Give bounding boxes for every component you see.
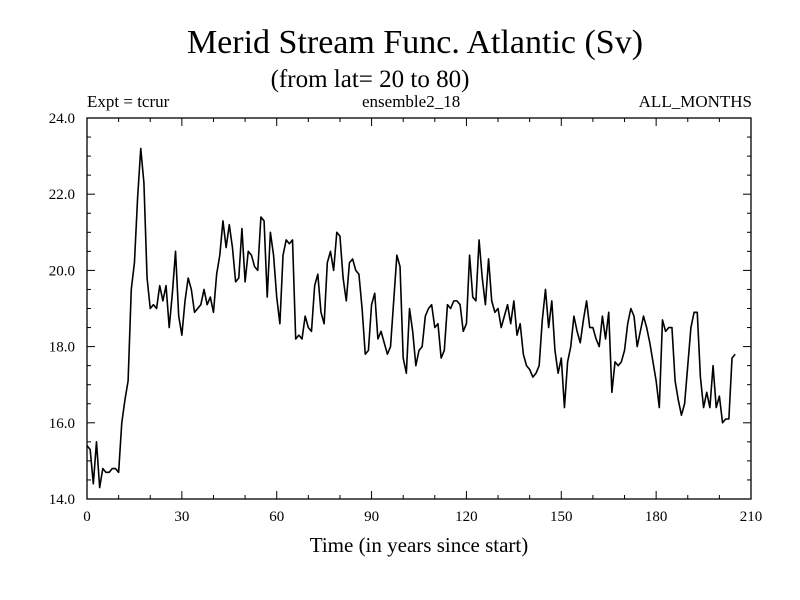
chart-title: Merid Stream Func. Atlantic (Sv) <box>186 24 644 61</box>
x-tick-label: 150 <box>550 509 573 525</box>
axis-ticks <box>86 117 752 500</box>
x-tick-label: 0 <box>83 509 91 525</box>
y-tick-label: 18.0 <box>49 340 75 356</box>
x-axis-label: Time (in years since start) <box>310 533 529 557</box>
experiment-label: Expt = tcrur <box>87 92 170 111</box>
x-tick-label: 30 <box>174 509 189 525</box>
y-tick-label: 24.0 <box>49 111 75 127</box>
months-label: ALL_MONTHS <box>638 92 752 111</box>
x-tick-label: 120 <box>455 509 478 525</box>
series-line <box>86 147 736 489</box>
y-tick-label: 14.0 <box>49 492 75 508</box>
x-tick-label: 90 <box>364 509 379 525</box>
axis-tick-labels: 0 30 60 90 120 150 180 210 14.0 16.0 18.0 20.0 22.0 2… <box>49 111 763 525</box>
ensemble-label: ensemble2_18 <box>362 92 461 111</box>
y-tick-label: 22.0 <box>49 187 75 203</box>
x-tick-label: 210 <box>740 509 763 525</box>
x-tick-label: 60 <box>269 509 284 525</box>
y-tick-label: 20.0 <box>49 263 75 279</box>
chart-subtitle: (from lat= 20 to 80) <box>270 66 470 93</box>
x-tick-label: 180 <box>645 509 668 525</box>
y-tick-label: 16.0 <box>49 416 75 432</box>
plot-frame <box>86 117 752 500</box>
